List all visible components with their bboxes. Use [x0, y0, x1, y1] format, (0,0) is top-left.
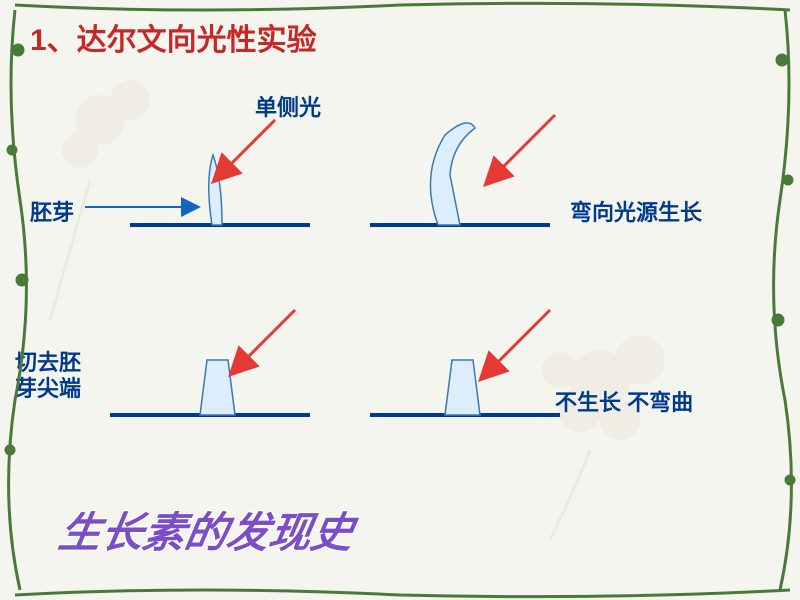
panel-bottom-left: [110, 310, 310, 415]
cut-coleoptile-shape: [200, 360, 235, 415]
panel-top-left: [85, 120, 310, 225]
light-arrow: [500, 115, 555, 170]
panel-bottom-right: [370, 310, 560, 415]
footer-wordart: 生长素的发现史: [55, 499, 360, 560]
panel-top-right: [370, 115, 555, 225]
cut-coleoptile-shape: [445, 360, 480, 415]
light-arrow: [245, 310, 295, 360]
light-arrow: [228, 120, 275, 167]
coleoptile-shape: [209, 155, 222, 225]
light-arrow: [495, 310, 550, 365]
bent-coleoptile-shape: [430, 123, 475, 225]
